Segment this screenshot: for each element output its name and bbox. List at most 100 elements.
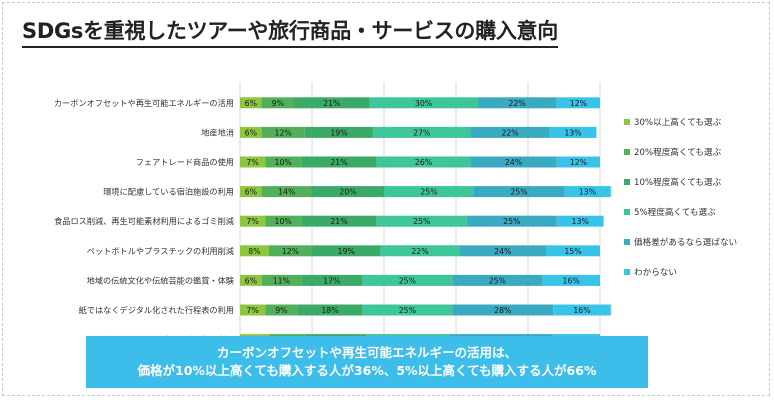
data-label: 22% (411, 247, 428, 256)
legend-item: わからない (624, 257, 737, 287)
data-label: 25% (503, 217, 520, 226)
bar-segment (265, 304, 298, 316)
data-label: 17% (323, 276, 340, 285)
bar-segment (452, 274, 543, 286)
data-label: 6% (245, 99, 257, 108)
data-label: 7% (246, 306, 258, 315)
data-label: 22% (501, 128, 518, 137)
bar-segment (312, 186, 384, 198)
bar-segment (240, 97, 262, 109)
bar-segment (265, 156, 302, 168)
bar-segment (477, 97, 557, 109)
category-label: カーボンオフセットや再生可能エネルギーの活用 (54, 98, 234, 108)
category-label: 地産地消 (201, 127, 234, 137)
data-label: 13% (564, 128, 581, 137)
category-label: 地域の伝統文化や伝統芸能の鑑賞・体験 (87, 275, 235, 285)
bar-segment (452, 304, 554, 316)
bar-segment (556, 156, 600, 168)
bar-segment (369, 97, 478, 109)
data-label: 19% (338, 247, 355, 256)
legend-swatch (624, 179, 630, 185)
data-label: 13% (572, 217, 589, 226)
bar-segment (240, 274, 262, 286)
data-label: 7% (246, 217, 258, 226)
legend-swatch (624, 149, 630, 155)
data-label: 10% (275, 217, 292, 226)
legend-label: 20%程度高くても選ぶ (634, 148, 722, 158)
data-label: 15% (564, 247, 581, 256)
bar-segment (474, 186, 564, 198)
bar-segment (261, 97, 294, 109)
data-label: 14% (278, 188, 295, 197)
data-label: 13% (579, 188, 596, 197)
data-label: 8% (248, 247, 260, 256)
bar-segment (297, 304, 363, 316)
bar-segment (240, 215, 266, 227)
data-label: 25% (489, 276, 506, 285)
legend-item: 30%以上高くても選ぶ (624, 107, 737, 137)
legend-swatch (624, 239, 630, 245)
bar-segment (466, 215, 557, 227)
data-label: 25% (399, 276, 416, 285)
data-label: 10% (275, 158, 292, 167)
bar-segment (265, 215, 302, 227)
bar-segment (376, 215, 467, 227)
legend-swatch (624, 119, 630, 125)
data-label: 6% (245, 276, 257, 285)
bar-segment (240, 156, 266, 168)
bar-segment (261, 274, 302, 286)
bar-segment (553, 304, 611, 316)
legend-item: 10%程度高くても選ぶ (624, 167, 737, 197)
bar-segment (268, 245, 312, 257)
bar-segment (240, 245, 269, 257)
data-label: 16% (573, 306, 590, 315)
legend-label: わからない (634, 268, 677, 278)
bar-segment (564, 186, 611, 198)
bar-segment (362, 304, 453, 316)
bar-segment (261, 186, 312, 198)
category-label: 環境に配慮している宿泊施設の利用 (103, 187, 234, 197)
bar-segment (549, 126, 597, 138)
data-label: 24% (494, 247, 511, 256)
category-label: 食品ロス削減、再生可能素材利用によるゴミ削減 (54, 216, 234, 226)
bar-segment (373, 126, 471, 138)
data-label: 6% (245, 128, 257, 137)
bar-segment (301, 274, 363, 286)
legend-label: 5%程度高くても選ぶ (634, 208, 716, 218)
data-label: 6% (245, 188, 257, 197)
bar-segment (240, 304, 266, 316)
summary-line-1: カーボンオフセットや再生可能エネルギーの活用は、 (216, 345, 517, 360)
data-label: 9% (275, 306, 287, 315)
data-label: 21% (330, 217, 347, 226)
data-label: 25% (420, 188, 437, 197)
bar-segment (384, 186, 474, 198)
bar-segment (556, 215, 604, 227)
data-label: 7% (246, 158, 258, 167)
data-label: 26% (415, 158, 432, 167)
bar-segment (470, 156, 557, 168)
data-label: 18% (321, 306, 338, 315)
data-label: 12% (282, 247, 299, 256)
legend-item: 価格差があるなら選ばない (624, 227, 737, 257)
legend-label: 価格差があるなら選ばない (634, 238, 738, 248)
bar-segment (470, 126, 550, 138)
data-label: 11% (273, 276, 290, 285)
data-label: 28% (494, 306, 511, 315)
category-label: ペットボトルやプラスチックの利用削減 (87, 246, 234, 256)
bar-segment (376, 156, 471, 168)
data-label: 12% (570, 158, 587, 167)
legend-swatch (624, 269, 630, 275)
legend-label: 30%以上高くても選ぶ (634, 118, 722, 128)
category-label: 紙ではなくデジタル化された行程表の利用 (79, 305, 234, 315)
bar-segment (240, 186, 262, 198)
summary-banner: カーボンオフセットや再生可能エネルギーの活用は、 価格が10%以上高くても購入す… (86, 336, 648, 388)
data-label: 25% (399, 306, 416, 315)
legend-label: 10%程度高くても選ぶ (634, 178, 722, 188)
data-label: 19% (330, 128, 347, 137)
bar-segment (362, 274, 453, 286)
data-label: 12% (275, 128, 292, 137)
slide-frame (2, 2, 770, 396)
data-label: 9% (272, 99, 284, 108)
data-label: 21% (330, 158, 347, 167)
chart-title: SDGsを重視したツアーや旅行商品・サービスの購入意向 (22, 15, 558, 48)
